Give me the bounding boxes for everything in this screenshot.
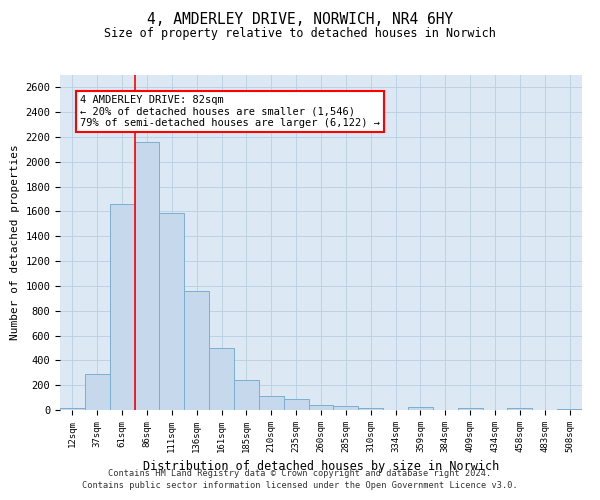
Bar bbox=[408, 407, 433, 410]
Bar bbox=[209, 348, 234, 410]
Text: Contains HM Land Registry data © Crown copyright and database right 2024.: Contains HM Land Registry data © Crown c… bbox=[109, 468, 491, 477]
Bar bbox=[184, 291, 209, 410]
Bar bbox=[60, 408, 85, 410]
Bar bbox=[110, 204, 134, 410]
Bar bbox=[508, 408, 532, 410]
Y-axis label: Number of detached properties: Number of detached properties bbox=[10, 144, 20, 340]
Bar bbox=[334, 406, 358, 410]
Bar bbox=[358, 408, 383, 410]
Bar bbox=[259, 396, 284, 410]
Bar bbox=[284, 399, 308, 410]
Bar bbox=[85, 374, 110, 410]
X-axis label: Distribution of detached houses by size in Norwich: Distribution of detached houses by size … bbox=[143, 460, 499, 473]
Bar bbox=[308, 405, 334, 410]
Text: 4 AMDERLEY DRIVE: 82sqm
← 20% of detached houses are smaller (1,546)
79% of semi: 4 AMDERLEY DRIVE: 82sqm ← 20% of detache… bbox=[80, 95, 380, 128]
Bar bbox=[557, 409, 582, 410]
Text: Size of property relative to detached houses in Norwich: Size of property relative to detached ho… bbox=[104, 28, 496, 40]
Bar bbox=[134, 142, 160, 410]
Bar bbox=[160, 212, 184, 410]
Text: 4, AMDERLEY DRIVE, NORWICH, NR4 6HY: 4, AMDERLEY DRIVE, NORWICH, NR4 6HY bbox=[147, 12, 453, 28]
Bar bbox=[458, 408, 482, 410]
Bar bbox=[234, 380, 259, 410]
Text: Contains public sector information licensed under the Open Government Licence v3: Contains public sector information licen… bbox=[82, 481, 518, 490]
